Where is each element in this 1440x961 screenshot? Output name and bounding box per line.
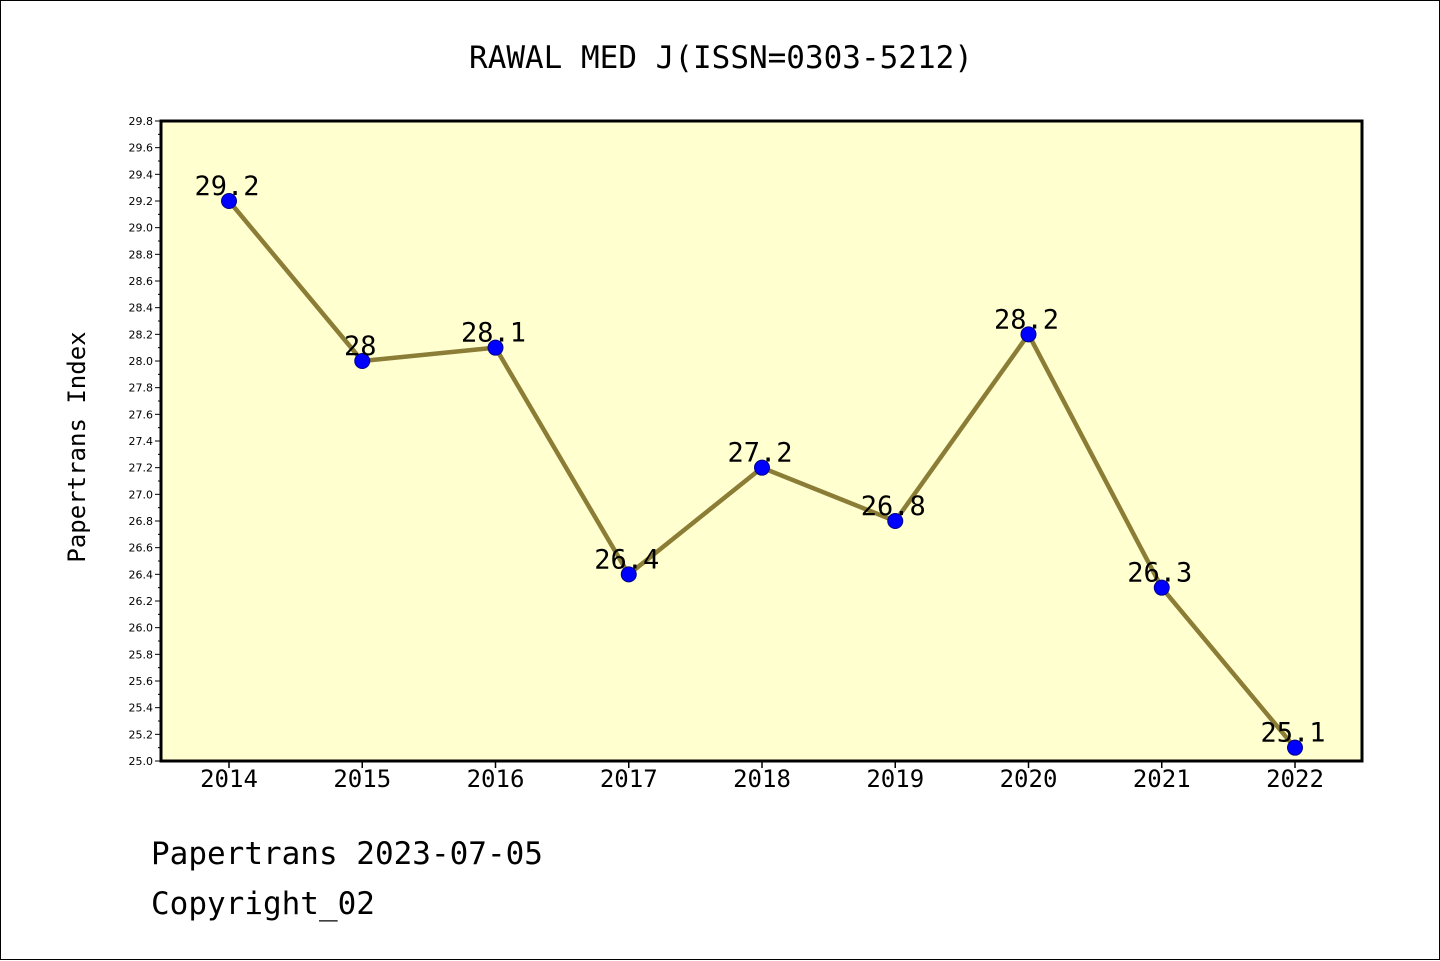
- y-tick-label: 26.0: [129, 622, 154, 635]
- data-point: [1287, 739, 1303, 756]
- y-tick-label: 29.6: [129, 142, 154, 155]
- data-label: 28.1: [461, 318, 526, 349]
- x-tick-label: 2016: [467, 765, 525, 793]
- data-point: [754, 459, 770, 476]
- y-tick-label: 29.4: [129, 168, 154, 181]
- x-axis-ticks: 2014 2015 2016 2017 2018 2019 2020 2021 2022: [200, 761, 1324, 793]
- y-axis-ticks: 25.0 25.2 25.4 25.6 25.8 26.0 26.2 26.4 26.6 26.8…: [129, 115, 161, 768]
- data-label: 29.2: [194, 171, 259, 202]
- data-point: [1020, 326, 1037, 343]
- data-label: 26.4: [594, 544, 659, 575]
- y-axis-label: Papertrans Index: [63, 331, 91, 562]
- data-labels: 29.2 28 28.1 26.4 27.2 26.8 28.2 26.3 25.1: [194, 171, 1325, 749]
- data-point: [887, 513, 904, 529]
- x-tick-label: 2021: [1133, 765, 1191, 793]
- y-tick-label: 27.4: [129, 435, 154, 448]
- y-tick-label: 29.0: [129, 222, 154, 235]
- footer-copyright: Copyright_02: [151, 886, 375, 922]
- data-point: [354, 353, 371, 369]
- y-tick-label: 28.6: [129, 275, 154, 288]
- y-tick-label: 27.2: [129, 462, 154, 475]
- x-tick-label: 2014: [200, 765, 258, 793]
- y-tick-label: 28.0: [129, 355, 154, 368]
- y-tick-label: 27.8: [129, 382, 154, 395]
- x-tick-label: 2020: [1000, 765, 1058, 793]
- y-tick-label: 27.0: [129, 488, 154, 501]
- x-tick-label: 2022: [1266, 765, 1324, 793]
- data-markers: [221, 193, 1303, 756]
- y-tick-label: 29.2: [129, 195, 154, 208]
- y-tick-label: 25.0: [129, 755, 154, 768]
- x-tick-label: 2019: [866, 765, 924, 793]
- data-label: 26.3: [1127, 558, 1192, 589]
- chart-title: RAWAL MED J(ISSN=0303-5212): [469, 40, 973, 76]
- y-tick-label: 25.8: [129, 648, 154, 661]
- x-tick-label: 2018: [733, 765, 791, 793]
- data-label: 28.2: [994, 304, 1059, 335]
- plot-border: [159, 119, 1364, 763]
- y-tick-label: 28.2: [129, 328, 154, 341]
- y-tick-label: 25.6: [129, 675, 154, 688]
- y-tick-label: 26.2: [129, 595, 154, 608]
- x-tick-label: 2017: [600, 765, 658, 793]
- y-tick-label: 25.2: [129, 728, 154, 741]
- y-tick-label: 26.4: [129, 568, 154, 581]
- data-point: [221, 193, 237, 209]
- y-tick-label: 29.8: [129, 115, 154, 128]
- x-tick-label: 2015: [333, 765, 391, 793]
- y-tick-label: 26.6: [129, 542, 154, 555]
- data-label: 27.2: [727, 438, 792, 469]
- data-label: 26.8: [861, 491, 926, 522]
- data-label: 25.1: [1260, 718, 1325, 749]
- y-tick-label: 28.8: [129, 248, 154, 261]
- y-tick-label: 28.4: [129, 302, 154, 315]
- data-label: 28: [344, 331, 377, 362]
- footer-source: Papertrans 2023-07-05: [151, 836, 543, 872]
- data-point: [487, 339, 504, 356]
- data-point: [620, 566, 637, 583]
- plot-area: [161, 121, 1362, 761]
- y-tick-label: 25.4: [129, 702, 154, 715]
- data-point: [1153, 579, 1170, 596]
- y-tick-label: 26.8: [129, 515, 154, 528]
- y-tick-label: 27.6: [129, 408, 154, 421]
